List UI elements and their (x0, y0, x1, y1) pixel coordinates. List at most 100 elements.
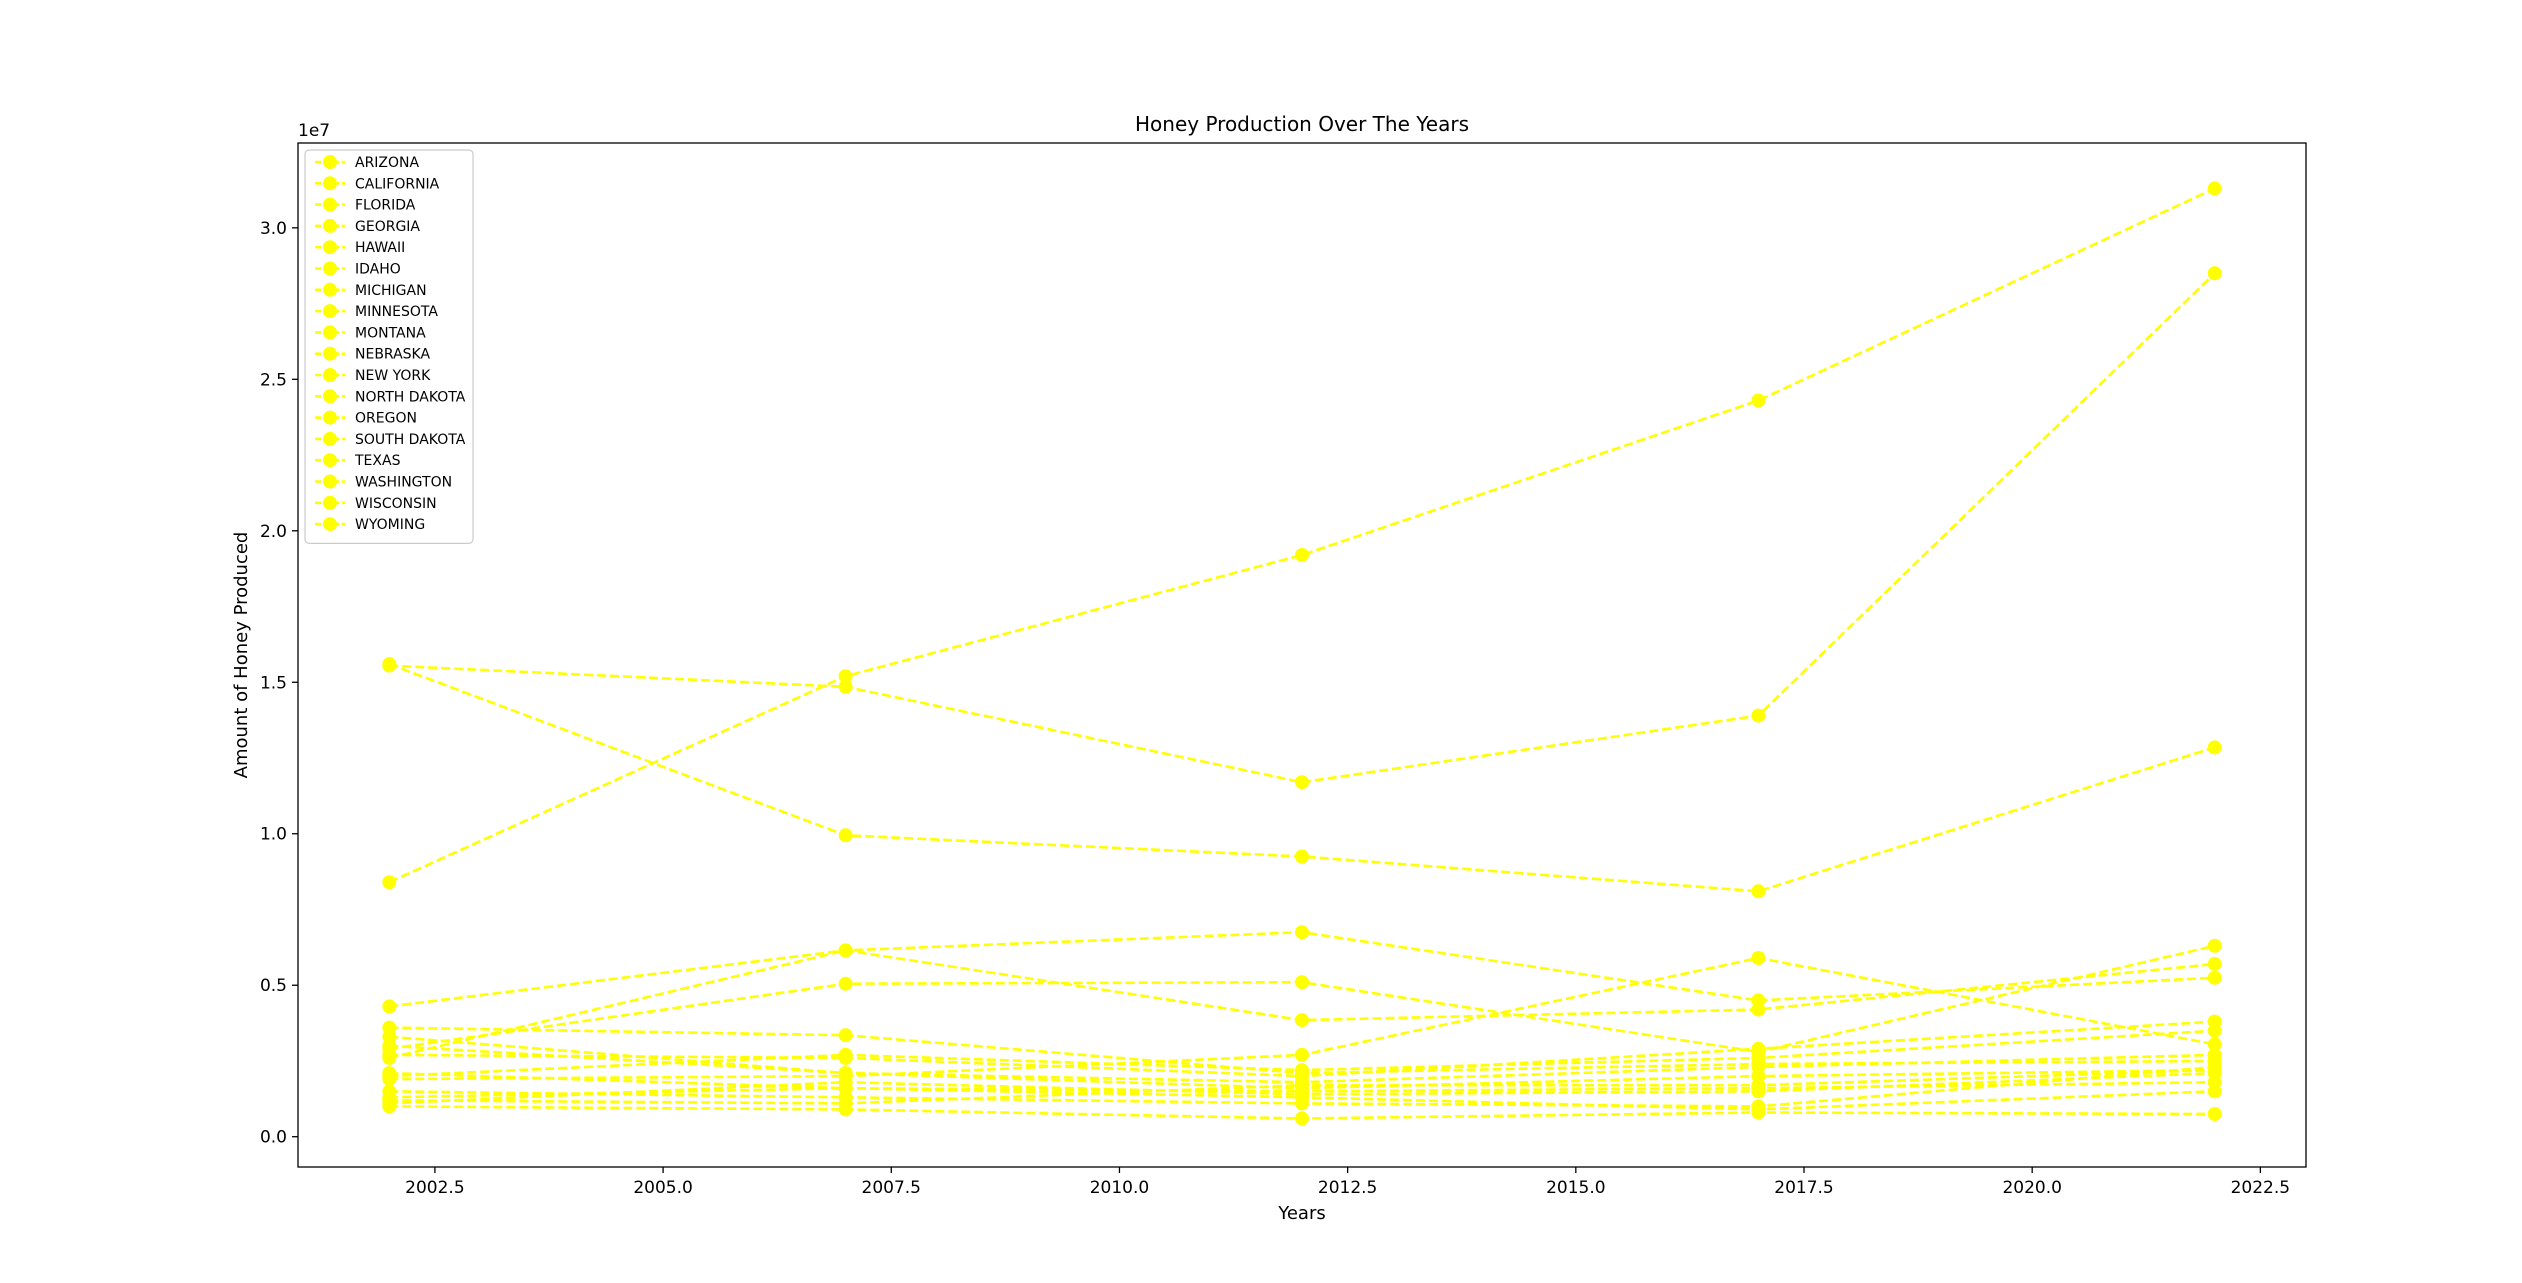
data-point (2207, 957, 2222, 971)
legend-entry: MINNESOTA (315, 304, 438, 320)
data-point (382, 999, 397, 1014)
legend-marker (323, 431, 337, 446)
legend-label: WYOMING (355, 517, 425, 533)
data-point (1751, 1105, 1766, 1120)
x-tick-label: 2022.5 (2231, 1178, 2290, 1198)
legend-label: NORTH DAKOTA (355, 389, 466, 405)
legend-marker (323, 517, 337, 532)
y-axis-label: Amount of Honey Produced (231, 532, 252, 779)
plot-area (382, 181, 2222, 1126)
legend-label: TEXAS (354, 453, 401, 469)
legend-entry: FLORIDA (315, 197, 416, 214)
data-point (838, 828, 853, 843)
data-point (1295, 975, 1309, 990)
y-tick-label: 0.5 (260, 976, 287, 996)
series-florida (382, 266, 2222, 790)
legend-entry: MICHIGAN (315, 282, 427, 299)
legend-label: MINNESOTA (355, 304, 438, 320)
legend-entry: HAWAII (315, 240, 405, 256)
data-point (2207, 1107, 2222, 1121)
legend-label: NEW YORK (355, 368, 431, 384)
data-point (2207, 181, 2222, 196)
legend-marker (323, 282, 337, 297)
legend-marker (323, 261, 337, 276)
data-point (382, 658, 397, 673)
data-point (382, 1029, 397, 1044)
legend-entry: TEXAS (315, 453, 401, 469)
legend-entry: GEORGIA (315, 218, 420, 235)
legend-marker (323, 368, 337, 382)
y-tick-label: 1.0 (260, 825, 287, 845)
axes-frame (297, 142, 2307, 1168)
legend-box (304, 149, 474, 544)
legend-marker (323, 389, 337, 404)
series-north-dakota (382, 181, 2222, 890)
legend-label: CALIFORNIA (355, 176, 440, 192)
legend-label: HAWAII (355, 240, 405, 256)
legend-marker (323, 304, 337, 319)
legend-marker (323, 176, 337, 191)
x-axis-label: Years (1277, 1203, 1326, 1224)
data-point (2207, 1047, 2222, 1062)
legend-marker (323, 495, 337, 510)
data-point (1751, 708, 1766, 723)
legend-entry: IDAHO (315, 261, 401, 278)
data-point (838, 679, 853, 694)
data-point (838, 669, 853, 684)
data-point (382, 1072, 397, 1087)
legend-entry: SOUTH DAKOTA (315, 431, 466, 448)
data-point (1295, 1047, 1309, 1062)
data-point (838, 943, 853, 958)
data-point (1295, 1013, 1309, 1028)
legend-label: ARIZONA (355, 155, 420, 171)
x-tick-label: 2002.5 (405, 1178, 464, 1198)
legend-label: WISCONSIN (355, 496, 437, 512)
data-point (382, 875, 397, 890)
legend-entry: WYOMING (315, 517, 425, 533)
data-point (2207, 970, 2222, 985)
y-scale-multiplier: 1e7 (298, 121, 330, 141)
data-point (838, 976, 853, 991)
data-point (1751, 1078, 1766, 1093)
data-point (2207, 1063, 2222, 1078)
data-point (1295, 1111, 1309, 1126)
data-point (1751, 993, 1766, 1008)
legend-marker (323, 474, 337, 489)
data-point (838, 1047, 853, 1062)
y-tick-label: 3.0 (260, 219, 287, 239)
legend-marker (323, 197, 337, 212)
data-point (2207, 938, 2222, 953)
x-tick-label: 2007.5 (862, 1178, 921, 1198)
series-washington (382, 951, 2222, 1087)
legend-marker (323, 410, 337, 425)
series-texas (382, 938, 2222, 1059)
legend-entry: OREGON (315, 410, 417, 427)
y-tick-label: 2.0 (260, 522, 287, 542)
legend-marker (323, 240, 337, 255)
legend-marker (323, 155, 337, 169)
data-point (838, 1028, 853, 1043)
data-point (382, 1093, 397, 1108)
data-point (1751, 1044, 1766, 1059)
x-tick-label: 2010.0 (1090, 1178, 1149, 1198)
data-point (1295, 548, 1309, 562)
legend-label: SOUTH DAKOTA (355, 432, 466, 448)
legend-entry: NEBRASKA (315, 346, 430, 363)
legend-label: MICHIGAN (355, 283, 427, 299)
x-tick-label: 2020.0 (2002, 1178, 2061, 1198)
data-point (382, 1041, 397, 1056)
legend-marker (323, 346, 337, 361)
series-wyoming (382, 1063, 2222, 1111)
legend-entry: WASHINGTON (315, 474, 452, 491)
data-point (1751, 951, 1766, 965)
data-point (2207, 266, 2222, 281)
data-point (1295, 849, 1309, 864)
legend-entry: NEW YORK (315, 368, 431, 384)
legend-marker (323, 453, 337, 468)
legend-label: FLORIDA (355, 198, 416, 214)
data-point (1751, 393, 1766, 408)
axes: 2002.5 2005.0 2007.5 2010.0 2012.5 2015.0 2017… (260, 142, 2307, 1198)
legend-entry: WISCONSIN (315, 495, 437, 512)
legend: ARIZONA CALIFORNIA FLORIDA GEORGIA HAWAII IDA… (304, 149, 474, 544)
